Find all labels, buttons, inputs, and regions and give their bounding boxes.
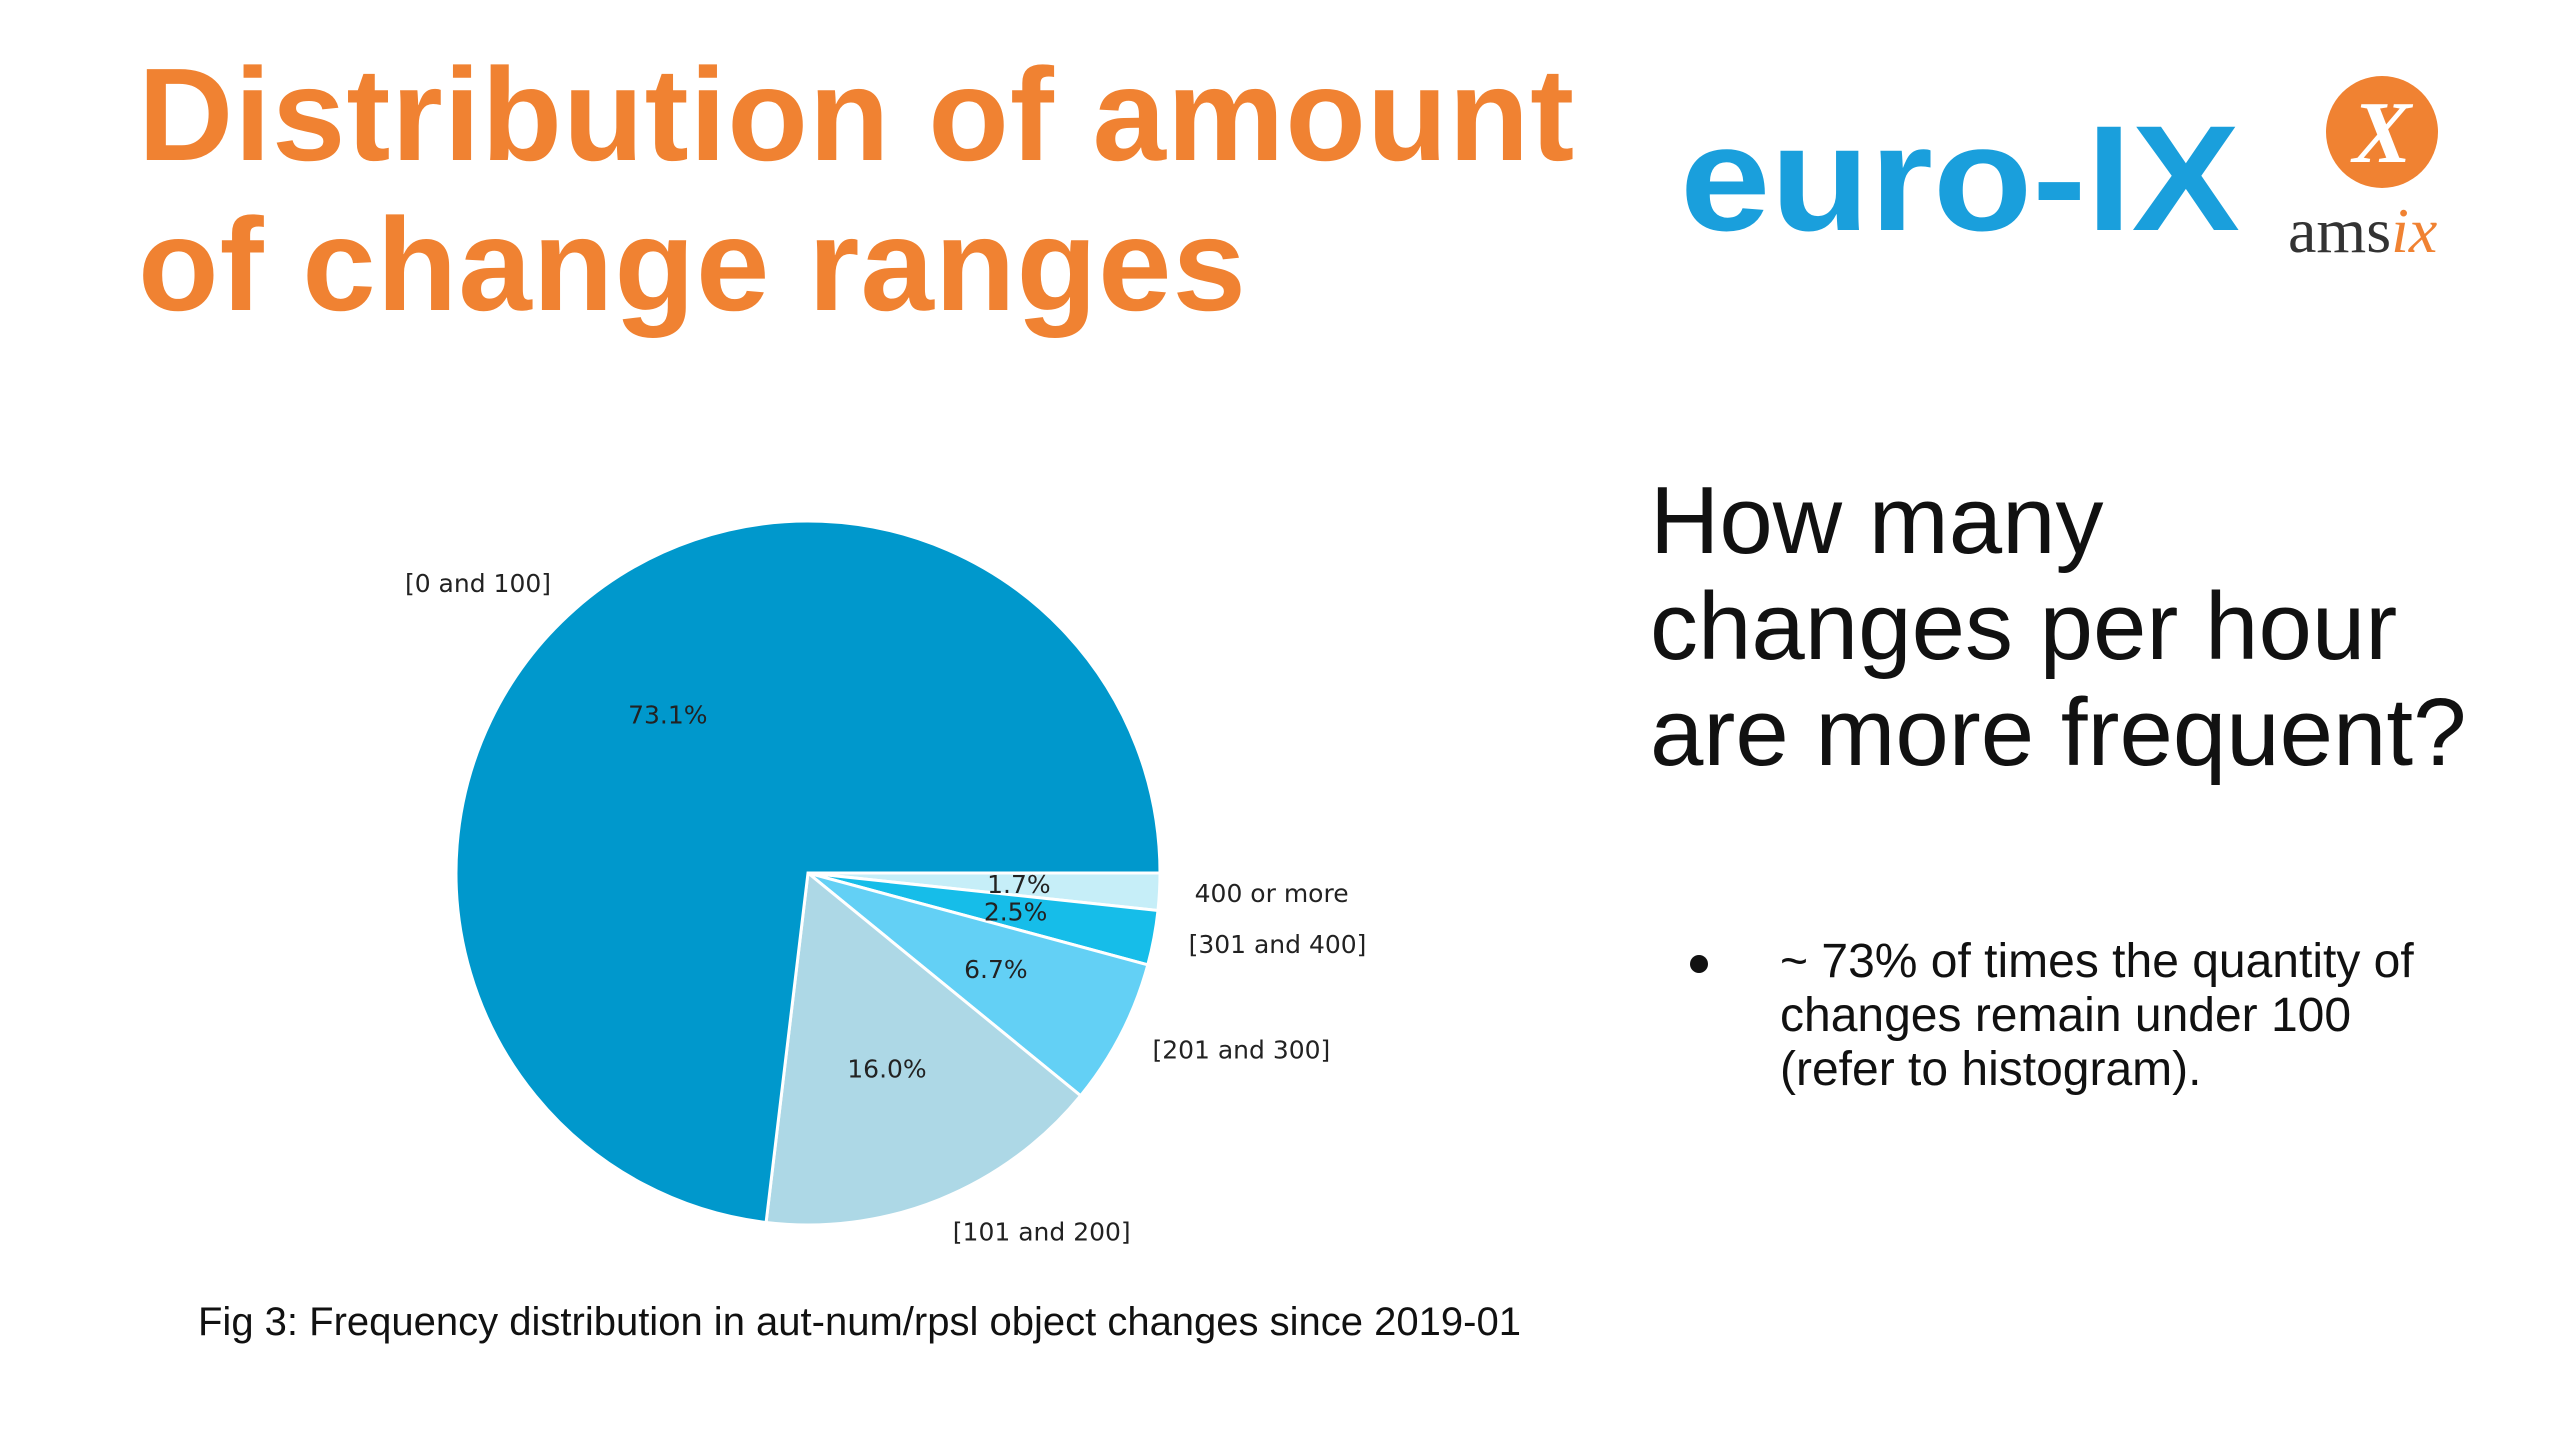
pie-pct-label-201-and-300: 6.7% (964, 955, 1028, 984)
bullet-line-1: ~ 73% of times the quantity of (1780, 935, 2414, 988)
logo-area: euro-IX X amsix (1660, 60, 2490, 290)
logos-svg: euro-IX X amsix (1680, 76, 2438, 266)
bullet-list: ~ 73% of times the quantity of changes r… (1690, 935, 2490, 1097)
question-line-3: are more frequent? (1650, 679, 2467, 786)
pie-slice-201-and-300 (807, 871, 1150, 1098)
question-heading: How many changes per hour are more frequ… (1650, 468, 2530, 786)
amsix-x-icon: X (2350, 85, 2414, 182)
pie-pct-label-0-and-100: 73.1% (628, 701, 707, 730)
pie-slice-101-and-200 (764, 870, 1083, 1227)
pie-slice-0-and-100 (454, 519, 1162, 1225)
amsix-circle-icon (2326, 76, 2438, 188)
pie-category-label-301-and-400: [301 and 400] (1189, 930, 1367, 959)
amsix-logo: X amsix (2288, 76, 2438, 266)
figure-caption: Fig 3: Frequency distribution in aut-num… (198, 1300, 1521, 1344)
pie-pct-label-301-and-400: 2.5% (984, 897, 1048, 926)
slide-title-line-2: of change ranges (138, 191, 1247, 338)
pie-slice-301-and-400 (807, 871, 1160, 967)
slide-title-line-1: Distribution of amount (138, 41, 1576, 188)
pie-pct-label-400-or-more: 1.7% (987, 870, 1051, 899)
pie-pct-label-101-and-200: 16.0% (847, 1054, 926, 1083)
bullet-line-2: changes remain under 100 (1780, 989, 2352, 1042)
bullet-line-3: (refer to histogram). (1780, 1043, 2202, 1096)
amsix-wordmark-main: ams (2288, 195, 2391, 266)
pie-category-label-101-and-200: [101 and 200] (953, 1218, 1131, 1247)
pie-category-label-201-and-300: [201 and 300] (1152, 1035, 1330, 1064)
euro-ix-logo: euro-IX (1680, 94, 2240, 262)
pie-category-label-0-and-100: [0 and 100] (405, 569, 551, 598)
question-line-2: changes per hour (1650, 573, 2398, 680)
amsix-wordmark: amsix (2288, 195, 2437, 266)
amsix-wordmark-accent: ix (2391, 195, 2437, 266)
question-line-1: How many (1650, 467, 2104, 574)
pie-category-label-400-or-more: 400 or more (1195, 879, 1349, 908)
pie-slice-400-or-more (807, 871, 1162, 913)
bullet-item: ~ 73% of times the quantity of changes r… (1690, 935, 2490, 1097)
slide-title: Distribution of amount of change ranges (138, 40, 1638, 340)
